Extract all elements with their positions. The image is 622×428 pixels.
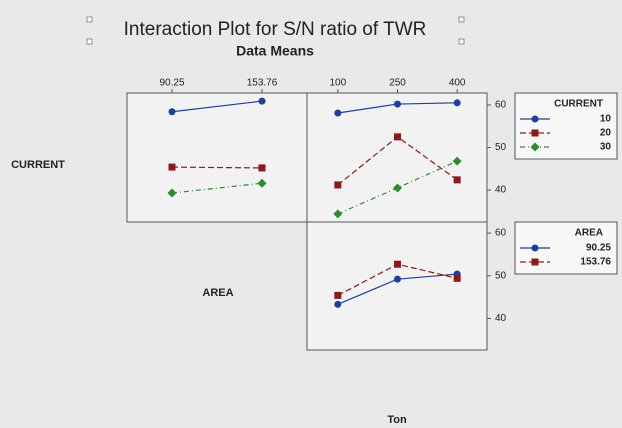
x-tick-label: 153.76 [247, 78, 278, 89]
legend-title: CURRENT [554, 99, 603, 110]
legend-marker [531, 129, 539, 137]
data-point [393, 100, 401, 108]
data-point [258, 97, 266, 105]
chart-title: Interaction Plot for S/N ratio of TWR [124, 19, 427, 40]
data-point [333, 209, 343, 219]
row-label: CURRENT [11, 159, 65, 171]
legend-marker [531, 258, 539, 266]
x-tick-label: 400 [449, 78, 466, 89]
y-tick-label: 50 [495, 270, 507, 281]
data-point [334, 109, 342, 117]
data-point [168, 163, 176, 171]
legend-marker [531, 115, 539, 123]
y-tick-label: 40 [495, 313, 507, 324]
series-line [171, 166, 263, 169]
data-point [257, 178, 267, 188]
y-tick-label: 40 [495, 185, 507, 196]
x-tick-label: 90.25 [159, 78, 184, 89]
series-line [171, 100, 263, 113]
x-axis-label: Ton [387, 414, 407, 426]
legend-title: AREA [575, 228, 603, 239]
panel [126, 92, 308, 223]
row-label: AREA [202, 287, 233, 299]
series-line [171, 182, 263, 194]
panel [306, 221, 488, 351]
legend-label: 20 [600, 128, 612, 139]
chart-subtitle: Data Means [236, 43, 314, 59]
data-point [334, 291, 342, 299]
data-point [393, 260, 401, 268]
data-point [392, 183, 402, 193]
data-point [453, 99, 461, 107]
x-tick-label: 250 [389, 78, 406, 89]
data-point [258, 164, 266, 172]
data-point [167, 188, 177, 198]
selection-handles [86, 16, 465, 45]
data-point [453, 176, 461, 184]
data-point [334, 181, 342, 189]
x-tick-label: 100 [329, 78, 346, 89]
data-point [452, 156, 462, 166]
legend-marker [530, 142, 540, 152]
panel [306, 92, 488, 223]
data-point [334, 300, 342, 308]
legend-marker [531, 244, 539, 252]
y-tick-label: 60 [495, 228, 507, 239]
series-line [337, 160, 458, 215]
y-tick-label: 60 [495, 100, 507, 111]
data-point [453, 274, 461, 282]
data-point [393, 133, 401, 141]
data-point [168, 108, 176, 116]
legend-label: 10 [600, 114, 612, 125]
legend-label: 90.25 [586, 243, 611, 254]
legend-label: 30 [600, 142, 612, 153]
y-tick-label: 50 [495, 142, 507, 153]
data-point [393, 275, 401, 283]
legend-label: 153.76 [580, 257, 611, 268]
